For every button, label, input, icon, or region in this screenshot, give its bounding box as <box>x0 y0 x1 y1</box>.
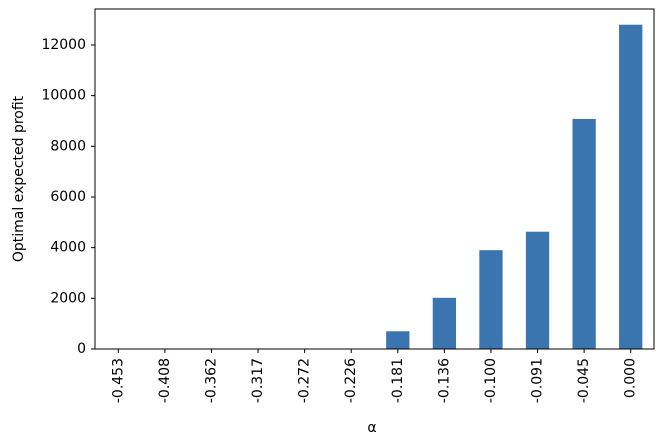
bar <box>572 118 596 349</box>
x-tick-label: -0.362 <box>203 358 219 403</box>
y-tick-label: 10000 <box>41 88 86 104</box>
y-tick-label: 4000 <box>50 240 86 256</box>
y-axis-label: Optimal expected profit <box>11 95 27 262</box>
x-tick-label: -0.226 <box>343 358 359 403</box>
x-tick-label: 0.000 <box>623 358 639 398</box>
x-tick-label: -0.091 <box>530 358 546 403</box>
x-tick-label: -0.453 <box>110 358 126 403</box>
y-tick-label: 6000 <box>50 189 86 205</box>
x-tick-label: -0.045 <box>576 358 592 403</box>
x-tick-label: -0.136 <box>436 358 452 403</box>
x-tick-label: -0.408 <box>157 358 173 403</box>
bar <box>386 331 410 349</box>
y-tick-label: 12000 <box>41 37 86 53</box>
x-tick-label: -0.272 <box>297 358 313 403</box>
x-tick-label: -0.317 <box>250 358 266 403</box>
bar <box>525 231 550 349</box>
bar <box>619 24 643 350</box>
x-tick-label: -0.100 <box>483 358 499 403</box>
x-axis-label: α <box>367 420 376 436</box>
y-tick-label: 2000 <box>50 290 86 306</box>
y-tick-label: 0 <box>77 341 86 357</box>
plot-frame <box>94 8 655 350</box>
bar <box>432 297 457 349</box>
bar <box>479 250 503 349</box>
x-tick-label: -0.181 <box>390 358 406 403</box>
y-tick-label: 8000 <box>50 138 86 154</box>
